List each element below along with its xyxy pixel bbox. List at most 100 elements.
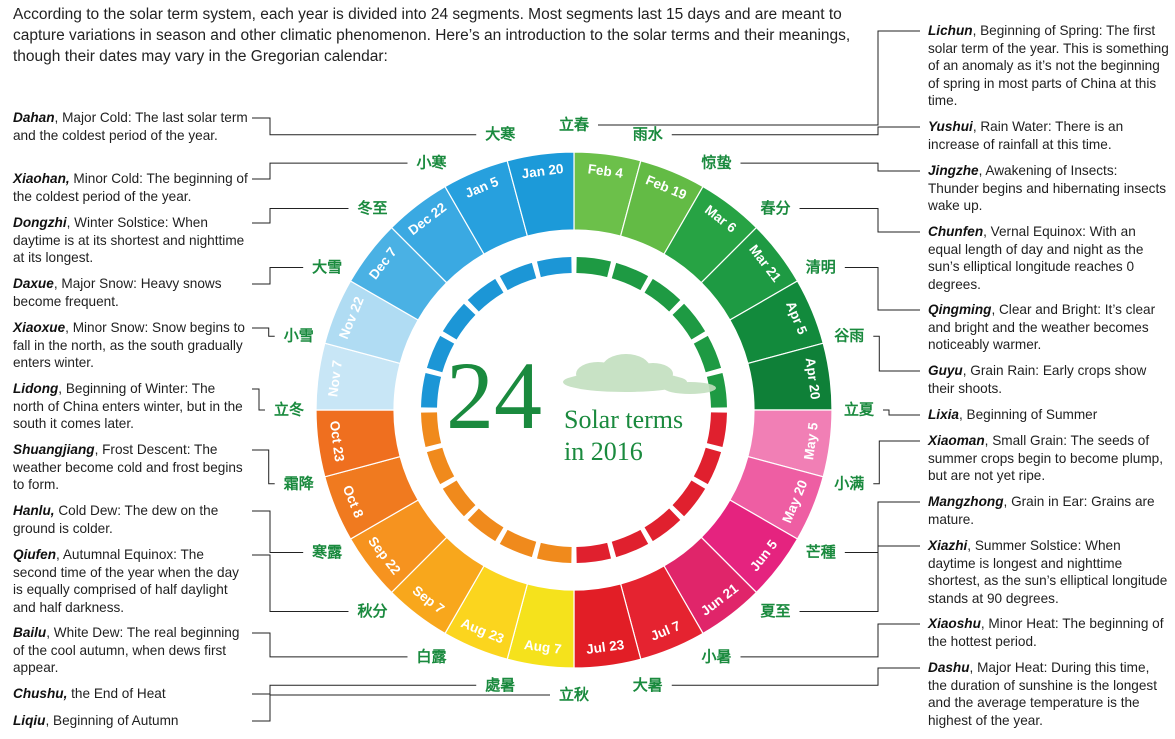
chinese-label: 立夏 bbox=[844, 401, 875, 419]
chinese-label: 處暑 bbox=[485, 676, 515, 694]
season-tick bbox=[611, 529, 649, 558]
desc-lichun: Lichun, Beginning of Spring: The first s… bbox=[928, 22, 1170, 110]
term-description: , Major Cold: The last solar term and th… bbox=[13, 110, 248, 143]
term-name: Lixia bbox=[928, 407, 959, 422]
season-tick bbox=[672, 303, 706, 340]
term-name: Yushui bbox=[928, 119, 973, 134]
desc-dahan: Dahan, Major Cold: The last solar term a… bbox=[13, 109, 249, 144]
term-description: , Winter Solstice: When daytime is at it… bbox=[13, 215, 245, 265]
connector-line bbox=[740, 162, 920, 172]
term-description: , White Dew: The real beginning of the c… bbox=[13, 625, 240, 675]
season-tick bbox=[442, 303, 476, 340]
desc-shuangjiang: Shuangjiang, Frost Descent: The weather … bbox=[13, 441, 249, 494]
season-tick bbox=[426, 335, 455, 373]
term-description: , Grain in Ear: Grains are mature. bbox=[928, 494, 1155, 527]
desc-yushui: Yushui, Rain Water: There is an increase… bbox=[928, 118, 1170, 153]
season-tick bbox=[426, 447, 455, 485]
chinese-label: 小暑 bbox=[701, 647, 731, 665]
term-name: Dahan bbox=[13, 110, 55, 125]
term-description: , Clear and Bright: It’s clear and brigh… bbox=[928, 302, 1156, 352]
season-tick bbox=[467, 278, 504, 312]
connector-line bbox=[252, 554, 349, 613]
term-description: , Beginning of Spring: The first solar t… bbox=[928, 23, 1169, 108]
wheel-center: 24 Solar terms in 2016 bbox=[446, 342, 716, 466]
season-tick bbox=[421, 412, 442, 448]
season-inner-ring bbox=[411, 247, 737, 573]
chinese-label: 霜降 bbox=[283, 474, 315, 492]
term-description: , Frost Descent: The weather become cold… bbox=[13, 442, 243, 492]
date-label: Jan 20 bbox=[521, 161, 565, 181]
season-tick bbox=[421, 372, 442, 408]
season-tick bbox=[611, 262, 649, 291]
connector-line bbox=[252, 117, 477, 136]
chinese-label: 寒露 bbox=[312, 543, 343, 561]
chinese-label: 清明 bbox=[806, 258, 836, 276]
desc-mangzhong: Mangzhong, Grain in Ear: Grains are matu… bbox=[928, 493, 1170, 528]
connector-line bbox=[252, 162, 408, 180]
connector-line bbox=[844, 501, 920, 553]
term-description: , Minor Heat: The beginning of the hotte… bbox=[928, 616, 1164, 649]
connector-line bbox=[844, 267, 920, 311]
connector-line bbox=[252, 694, 550, 722]
connector-lines bbox=[252, 30, 920, 722]
season-tick bbox=[693, 447, 722, 485]
desc-bailu: Bailu, White Dew: The real beginning of … bbox=[13, 624, 249, 677]
term-name: Chunfen bbox=[928, 224, 984, 239]
term-description: , Beginning of Autumn bbox=[45, 713, 179, 728]
season-tick bbox=[576, 542, 612, 563]
term-description: the End of Heat bbox=[67, 686, 166, 701]
season-tick bbox=[467, 508, 504, 542]
connector-line bbox=[671, 667, 920, 686]
term-name: Xiaoxue bbox=[13, 320, 66, 335]
chinese-label: 谷雨 bbox=[834, 327, 864, 345]
term-description: , Grain Rain: Early crops show their sho… bbox=[928, 363, 1147, 396]
term-description: , Major Heat: During this time, the dura… bbox=[928, 660, 1157, 728]
season-tick bbox=[536, 542, 572, 563]
term-description: Cold Dew: The dew on the ground is colde… bbox=[13, 503, 219, 536]
term-name: Bailu bbox=[13, 625, 47, 640]
season-tick bbox=[536, 257, 572, 278]
term-description: , Awakening of Insects: Thunder begins a… bbox=[928, 163, 1167, 213]
center-line-2: in 2016 bbox=[564, 437, 643, 466]
chinese-label: 雨水 bbox=[633, 125, 664, 143]
chinese-label: 白露 bbox=[416, 647, 447, 665]
season-tick bbox=[576, 257, 612, 278]
desc-liqiu: Liqiu, Beginning of Autumn bbox=[13, 712, 249, 730]
season-tick bbox=[693, 335, 722, 373]
term-description: , Major Snow: Heavy snows become frequen… bbox=[13, 276, 222, 309]
chinese-label: 秋分 bbox=[357, 602, 387, 620]
segment-dahan bbox=[506, 151, 575, 237]
connector-line bbox=[671, 126, 920, 136]
connector-line bbox=[252, 267, 304, 285]
desc-jingzhe: Jingzhe, Awakening of Insects: Thunder b… bbox=[928, 162, 1170, 215]
term-description: Minor Cold: The beginning of the coldest… bbox=[13, 171, 248, 204]
connector-line bbox=[252, 327, 275, 337]
chinese-label: 春分 bbox=[761, 199, 791, 217]
season-tick bbox=[706, 372, 727, 408]
season-tick bbox=[706, 412, 727, 448]
term-name: Dongzhi bbox=[13, 215, 67, 230]
desc-chunfen: Chunfen, Vernal Equinox: With an equal l… bbox=[928, 223, 1170, 293]
term-description: , Beginning of Winter: The north of Chin… bbox=[13, 381, 243, 431]
date-label: Jul 23 bbox=[585, 637, 625, 657]
chinese-label: 大雪 bbox=[312, 258, 342, 276]
desc-xiaohan: Xiaohan, Minor Cold: The beginning of th… bbox=[13, 170, 249, 205]
date-label: Aug 7 bbox=[523, 637, 562, 657]
center-line-1: Solar terms bbox=[564, 405, 683, 434]
desc-daxue: Daxue, Major Snow: Heavy snows become fr… bbox=[13, 275, 249, 310]
term-name: Xiaoman bbox=[928, 433, 985, 448]
connector-line bbox=[740, 623, 920, 658]
term-name: Guyu bbox=[928, 363, 963, 378]
term-name: Mangzhong bbox=[928, 494, 1004, 509]
date-label: Feb 4 bbox=[587, 161, 624, 181]
connector-line bbox=[252, 207, 349, 224]
desc-dongzhi: Dongzhi, Winter Solstice: When daytime i… bbox=[13, 214, 249, 267]
term-name: Qiufen bbox=[13, 547, 57, 562]
term-name: Xiazhi bbox=[928, 538, 968, 553]
date-label: Apr 20 bbox=[803, 357, 823, 401]
term-description: , Beginning of Summer bbox=[958, 407, 1098, 422]
chinese-label: 冬至 bbox=[357, 199, 387, 217]
connector-line bbox=[799, 545, 920, 613]
term-name: Lichun bbox=[928, 23, 973, 38]
